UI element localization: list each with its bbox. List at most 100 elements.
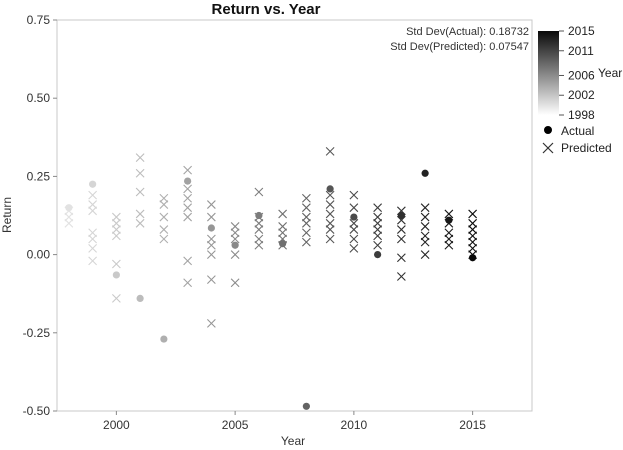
predicted-point [206,319,216,328]
predicted-point [420,212,430,222]
predicted-point [468,231,478,241]
predicted-point [396,234,406,244]
predicted-point [206,200,216,209]
predicted-point [468,237,478,247]
predicted-point [254,240,264,250]
predicted-point [468,218,478,228]
predicted-point [254,234,264,244]
predicted-point [444,228,454,238]
predicted-point [206,250,216,259]
scale-tick-label: 2015 [568,24,595,38]
predicted-point [206,234,216,244]
predicted-point [64,218,74,228]
actual-point [160,335,168,343]
scale-tick-label: 2011 [568,44,594,58]
predicted-point [230,250,240,259]
predicted-point [135,168,145,178]
predicted-point [301,218,311,228]
actual-point [326,185,334,193]
actual-point [445,216,453,224]
actual-point [184,177,192,185]
actual-point [207,224,215,232]
scale-tick-label: 2002 [568,88,595,102]
predicted-point [183,193,193,203]
predicted-point [373,212,383,222]
predicted-point [349,218,359,228]
predicted-point [183,203,193,213]
predicted-point [159,225,169,234]
x-axis-title: Year [281,434,305,448]
predicted-point [301,228,311,238]
predicted-point [301,212,311,222]
predicted-point [159,193,169,203]
predicted-point [373,203,383,213]
std-dev-actual-annotation: Std Dev(Actual): 0.18732 [406,26,529,38]
y-tick-label: 0.75 [27,13,51,27]
predicted-point [373,218,383,228]
x-tick-label: 2005 [222,418,249,432]
std-dev-predicted-annotation: Std Dev(Predicted): 0.07547 [390,41,529,53]
legend-predicted-marker [542,142,554,154]
y-tick-label: 0.50 [27,91,51,105]
predicted-point [325,146,335,156]
predicted-point [444,234,454,244]
y-tick-label: -0.25 [23,326,51,340]
predicted-point [183,184,193,194]
predicted-point [349,243,359,253]
actual-point [350,213,358,221]
actual-point [469,254,477,262]
color-scale-label: Year [598,66,622,80]
predicted-point [396,225,406,234]
predicted-point [301,203,311,213]
predicted-point [349,234,359,244]
y-tick-label: 0.25 [27,169,51,183]
actual-point [255,211,263,220]
actual-point [302,402,310,410]
predicted-point [373,240,383,250]
predicted-point [420,203,430,213]
x-tick-label: 2010 [341,418,368,432]
predicted-point [278,228,288,238]
x-tick-label: 2000 [103,418,130,432]
x-axis: 2000 2005 2010 2015 [103,411,486,432]
predicted-point [183,256,193,266]
actual-point [136,294,144,302]
y-axis-title: Return [0,197,14,233]
predicted-point [468,209,478,219]
predicted-point [373,225,383,234]
predicted-point [396,253,406,263]
predicted-point [111,218,121,228]
predicted-point [444,209,454,219]
predicted-point [183,278,193,288]
predicted-point [64,212,74,222]
predicted-point [325,218,335,228]
predicted-point [420,222,430,231]
predicted-point [183,212,193,222]
predicted-point [325,190,335,200]
actual-point [397,211,405,220]
legend-predicted-label: Predicted [561,141,612,155]
predicted-point [135,187,145,197]
predicted-point [88,256,98,266]
predicted-point [420,237,430,247]
chart-title: Return vs. Year [212,1,321,18]
scale-tick-label: 1998 [568,108,595,122]
data-marks [64,146,478,410]
predicted-point [111,259,121,269]
predicted-point [420,250,430,259]
predicted-point [88,200,98,209]
predicted-point [396,272,406,281]
predicted-point [111,294,121,303]
predicted-point [325,200,335,209]
predicted-point [206,240,216,250]
actual-point [231,241,239,249]
predicted-point [468,243,478,253]
predicted-point [135,209,145,219]
predicted-point [230,222,240,231]
predicted-point [301,193,311,203]
predicted-point [230,278,240,288]
predicted-point [420,231,430,241]
predicted-point [159,234,169,244]
y-tick-label: 0.00 [27,248,51,262]
